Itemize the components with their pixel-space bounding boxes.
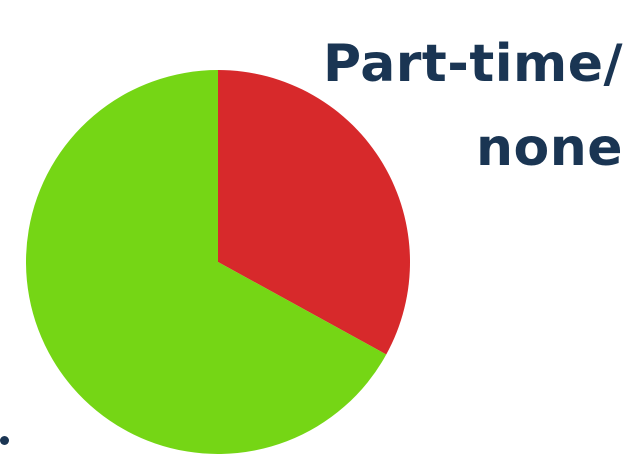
bullet-dot-icon [0,436,9,445]
chart-title: Part-time/ none [322,34,623,178]
pie-slice-2 [26,70,387,454]
pie-slice-1 [218,70,410,355]
